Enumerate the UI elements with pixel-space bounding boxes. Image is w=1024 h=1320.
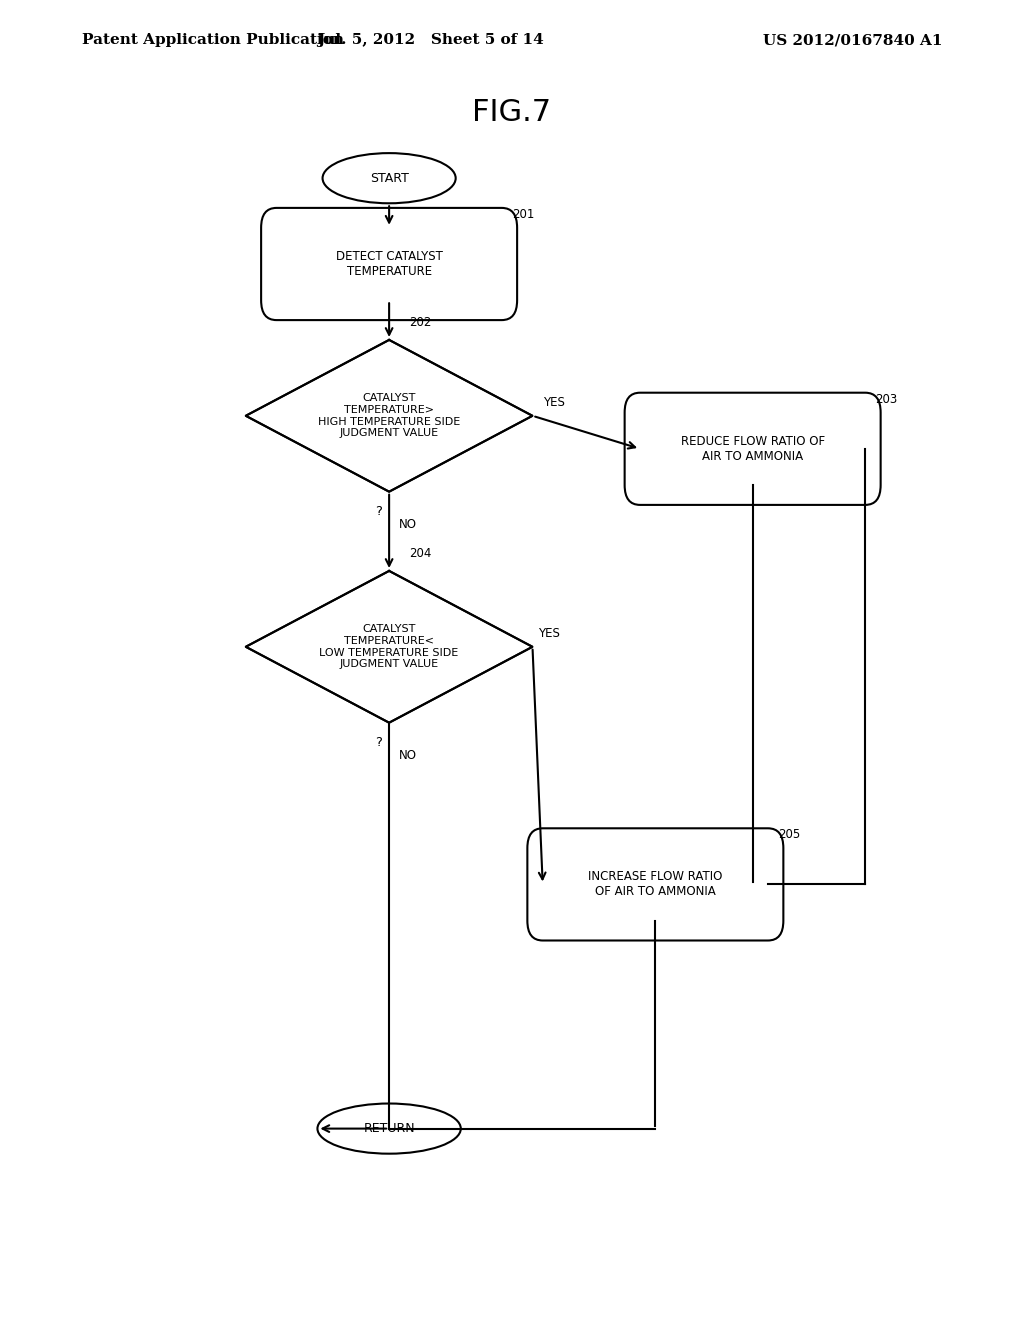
Text: ?: ? (376, 504, 382, 517)
Text: YES: YES (543, 396, 564, 409)
Text: 202: 202 (410, 317, 432, 329)
Text: RETURN: RETURN (364, 1122, 415, 1135)
Ellipse shape (317, 1104, 461, 1154)
FancyBboxPatch shape (625, 393, 881, 504)
Text: 205: 205 (778, 829, 801, 842)
Text: NO: NO (399, 519, 418, 531)
Text: 204: 204 (410, 548, 432, 560)
Text: ?: ? (376, 737, 382, 748)
FancyBboxPatch shape (261, 207, 517, 319)
FancyBboxPatch shape (527, 829, 783, 940)
Polygon shape (246, 570, 532, 722)
Text: CATALYST
TEMPERATURE<
LOW TEMPERATURE SIDE
JUDGMENT VALUE: CATALYST TEMPERATURE< LOW TEMPERATURE SI… (319, 624, 459, 669)
Text: YES: YES (538, 627, 559, 640)
Text: REDUCE FLOW RATIO OF
AIR TO AMMONIA: REDUCE FLOW RATIO OF AIR TO AMMONIA (681, 434, 824, 463)
Ellipse shape (323, 153, 456, 203)
Polygon shape (246, 339, 532, 491)
Text: START: START (370, 172, 409, 185)
Text: 201: 201 (512, 209, 535, 220)
Text: NO: NO (399, 750, 418, 762)
Text: DETECT CATALYST
TEMPERATURE: DETECT CATALYST TEMPERATURE (336, 249, 442, 279)
Text: FIG.7: FIG.7 (472, 98, 552, 127)
Text: CATALYST
TEMPERATURE>
HIGH TEMPERATURE SIDE
JUDGMENT VALUE: CATALYST TEMPERATURE> HIGH TEMPERATURE S… (318, 393, 460, 438)
Text: 203: 203 (876, 393, 898, 407)
Text: INCREASE FLOW RATIO
OF AIR TO AMMONIA: INCREASE FLOW RATIO OF AIR TO AMMONIA (588, 870, 723, 899)
Text: Patent Application Publication: Patent Application Publication (82, 33, 344, 48)
Text: US 2012/0167840 A1: US 2012/0167840 A1 (763, 33, 942, 48)
Text: Jul. 5, 2012   Sheet 5 of 14: Jul. 5, 2012 Sheet 5 of 14 (316, 33, 544, 48)
